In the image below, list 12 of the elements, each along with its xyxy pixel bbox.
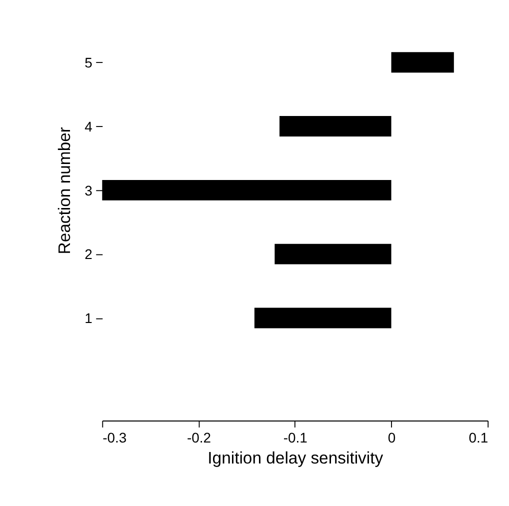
x-tick-label: -0.2 [187,429,212,446]
y-tick-label: 3 [84,182,93,198]
y-axis-title: Reaction number [54,126,74,254]
y-tick-label: 5 [84,54,93,70]
y-tick-label: 1 [84,310,93,326]
x-axis-title: Ignition delay sensitivity [208,448,384,468]
x-tick-label: -0.3 [102,429,127,446]
x-tick-label: 0 [388,429,396,446]
x-tick-label: -0.1 [283,429,308,446]
y-tick-label: 4 [84,118,93,134]
x-tick-label: 0.1 [468,429,488,446]
y-tick-label: 2 [84,246,93,262]
